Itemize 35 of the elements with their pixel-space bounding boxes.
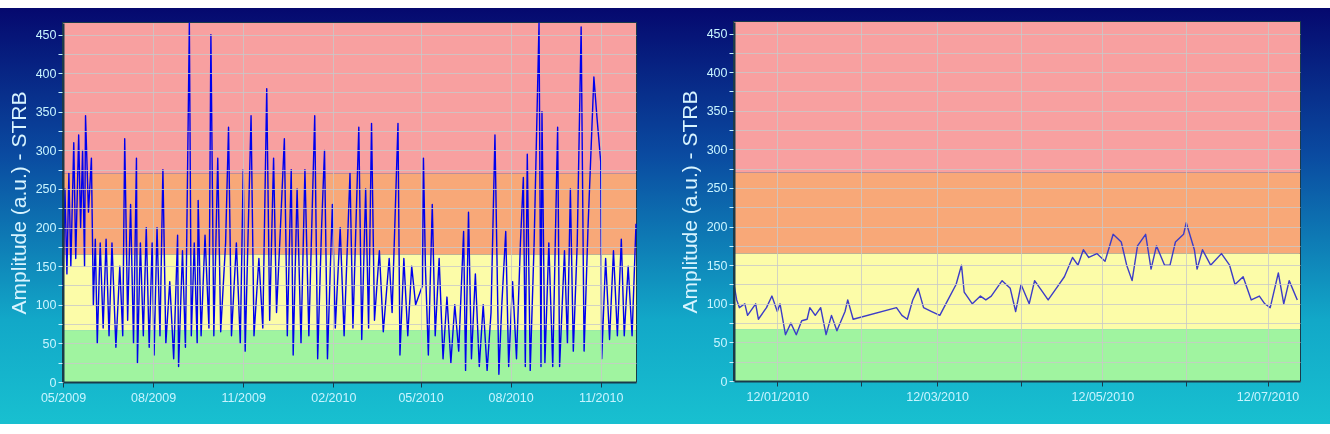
y-tick-label: 50 bbox=[713, 335, 728, 350]
y-tick-label: 450 bbox=[35, 28, 57, 43]
y-tick-label: 0 bbox=[720, 374, 728, 389]
x-tick-label: 12/03/2010 bbox=[906, 389, 969, 404]
y-axis-title: Amplitude (a.u.) - STRB bbox=[677, 90, 701, 314]
x-tick-label: 11/2009 bbox=[221, 390, 266, 405]
x-tick-label: 05/2010 bbox=[398, 390, 444, 405]
x-tick-label: 11/2010 bbox=[579, 390, 624, 405]
y-tick-label: 100 bbox=[35, 298, 57, 313]
y-tick-label: 0 bbox=[49, 375, 57, 390]
line-series bbox=[62, 22, 637, 375]
x-tick-label: 12/01/2010 bbox=[746, 389, 810, 404]
y-tick-label: 350 bbox=[35, 105, 57, 120]
y-tick-label: 50 bbox=[42, 336, 57, 351]
x-tick-label: 05/2009 bbox=[40, 390, 87, 405]
y-tick-label: 400 bbox=[35, 66, 57, 81]
y-tick-label: 400 bbox=[706, 65, 728, 80]
y-tick-label: 250 bbox=[35, 182, 57, 197]
x-tick-label: 12/07/2010 bbox=[1236, 389, 1300, 404]
y-tick-label: 300 bbox=[35, 143, 57, 158]
y-tick-label: 300 bbox=[706, 142, 728, 157]
x-tick-label: 08/2010 bbox=[488, 390, 534, 405]
y-axis-title: Amplitude (a.u.) - STRB bbox=[6, 91, 30, 315]
x-tick-label: 08/2009 bbox=[131, 390, 177, 405]
y-tick-label: 250 bbox=[706, 181, 728, 196]
y-tick-label: 350 bbox=[706, 104, 728, 119]
x-tick-label: 02/2010 bbox=[311, 390, 357, 405]
y-tick-label: 150 bbox=[706, 258, 728, 273]
y-tick-label: 200 bbox=[35, 221, 57, 236]
y-tick-label: 200 bbox=[706, 220, 728, 235]
line-series bbox=[733, 222, 1298, 336]
x-tick-label: 12/05/2010 bbox=[1071, 389, 1135, 404]
y-tick-label: 150 bbox=[35, 259, 57, 274]
y-tick-label: 100 bbox=[706, 297, 728, 312]
y-tick-label: 450 bbox=[706, 27, 728, 42]
